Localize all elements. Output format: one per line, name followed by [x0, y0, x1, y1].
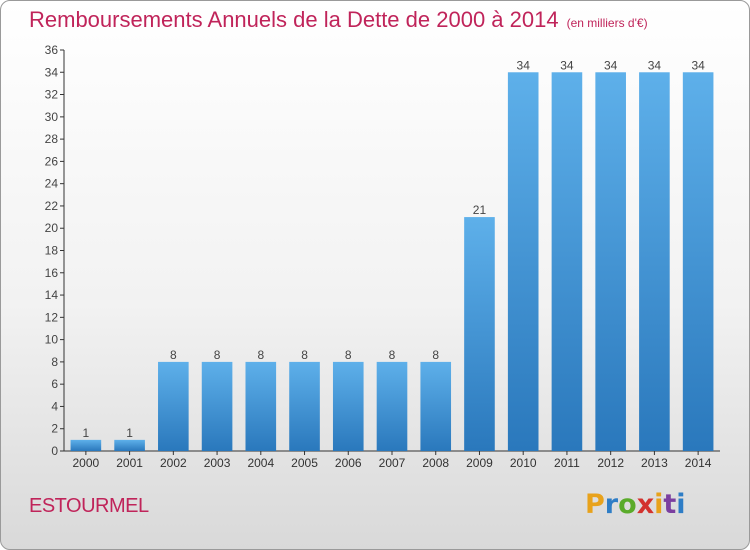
data-label-2010: 34: [517, 58, 531, 72]
y-tick-label: 14: [45, 288, 59, 302]
data-label-2000: 1: [83, 426, 90, 440]
chart-title: Remboursements Annuels de la Dette de 20…: [29, 7, 648, 33]
bar-2012: [595, 72, 626, 452]
logo-letter: i: [676, 489, 686, 520]
bars: [70, 72, 714, 452]
x-tick-label-2002: 2002: [160, 456, 187, 470]
y-tick-label: 12: [45, 310, 59, 324]
logo-letter: r: [604, 489, 619, 520]
bar-2001: [114, 439, 145, 451]
bar-2007: [376, 361, 408, 451]
x-tick-label-2004: 2004: [247, 456, 274, 470]
y-tick-label: 22: [45, 199, 59, 213]
y-tick-label: 0: [51, 444, 58, 458]
y-tick-label: 26: [45, 154, 59, 168]
bar-2009: [464, 217, 495, 451]
logo-letter: i: [654, 489, 664, 520]
proxiti-logo: Proxiti: [585, 489, 686, 520]
logo-letter: x: [636, 489, 655, 520]
y-tick-label: 24: [45, 177, 59, 191]
bar-2010: [507, 72, 539, 452]
data-label-2009: 21: [473, 203, 487, 217]
x-tick-label-2010: 2010: [510, 456, 537, 470]
data-label-2008: 8: [432, 348, 439, 362]
x-tick-label-2007: 2007: [379, 456, 406, 470]
chart-subtitle: (en milliers d'€): [566, 16, 648, 30]
bar-2002: [158, 361, 189, 451]
y-tick-label: 32: [45, 88, 59, 102]
data-label-2012: 34: [604, 58, 618, 72]
x-tick-label-2003: 2003: [204, 456, 231, 470]
x-tick-label-2014: 2014: [685, 456, 712, 470]
x-tick-label-2001: 2001: [116, 456, 143, 470]
data-label-2011: 34: [560, 58, 574, 72]
y-tick-label: 28: [45, 132, 59, 146]
y-tick-label: 6: [51, 377, 58, 391]
data-label-2006: 8: [345, 348, 352, 362]
x-tick-label-2000: 2000: [73, 456, 100, 470]
logo-letter: t: [663, 489, 677, 520]
y-tick-label: 4: [51, 399, 58, 413]
data-label-2002: 8: [170, 348, 177, 362]
y-tick-label: 16: [45, 266, 59, 280]
bar-2013: [639, 72, 670, 452]
commune-name: ESTOURMEL: [29, 495, 149, 517]
y-tick-label: 8: [51, 355, 58, 369]
data-label-2004: 8: [257, 348, 264, 362]
bar-2005: [289, 361, 320, 451]
x-tick-label-2005: 2005: [291, 456, 318, 470]
x-tick-label-2006: 2006: [335, 456, 362, 470]
bar-2014: [682, 72, 714, 452]
logo-letter: P: [585, 489, 605, 520]
y-tick-label: 2: [51, 422, 58, 436]
bar-2004: [245, 361, 277, 451]
bar-2011: [551, 72, 583, 452]
y-tick-label: 34: [45, 65, 59, 79]
logo-letter: o: [618, 489, 637, 520]
x-tick-label-2008: 2008: [422, 456, 449, 470]
data-labels: 1 1 8 8 8 8 8 8 8 21 34 34 34 34 34: [83, 58, 706, 440]
bar-2008: [420, 361, 452, 451]
y-tick-label: 18: [45, 244, 59, 258]
bar-2000: [70, 439, 102, 451]
data-label-2001: 1: [126, 426, 133, 440]
y-tick-label: 30: [45, 110, 59, 124]
data-label-2003: 8: [214, 348, 221, 362]
y-tick-label: 36: [45, 43, 59, 57]
bar-2003: [201, 361, 233, 451]
data-label-2014: 34: [691, 58, 705, 72]
y-tick-label: 10: [45, 333, 59, 347]
x-tick-label-2009: 2009: [466, 456, 493, 470]
y-tick-label: 20: [45, 221, 59, 235]
bar-2006: [332, 361, 364, 451]
data-label-2007: 8: [389, 348, 396, 362]
data-label-2013: 34: [648, 58, 662, 72]
x-tick-label-2012: 2012: [597, 456, 624, 470]
data-label-2005: 8: [301, 348, 308, 362]
chart-title-text: Remboursements Annuels de la Dette de 20…: [29, 7, 559, 32]
x-tick-label-2013: 2013: [641, 456, 668, 470]
x-tick-label-2011: 2011: [554, 456, 580, 470]
